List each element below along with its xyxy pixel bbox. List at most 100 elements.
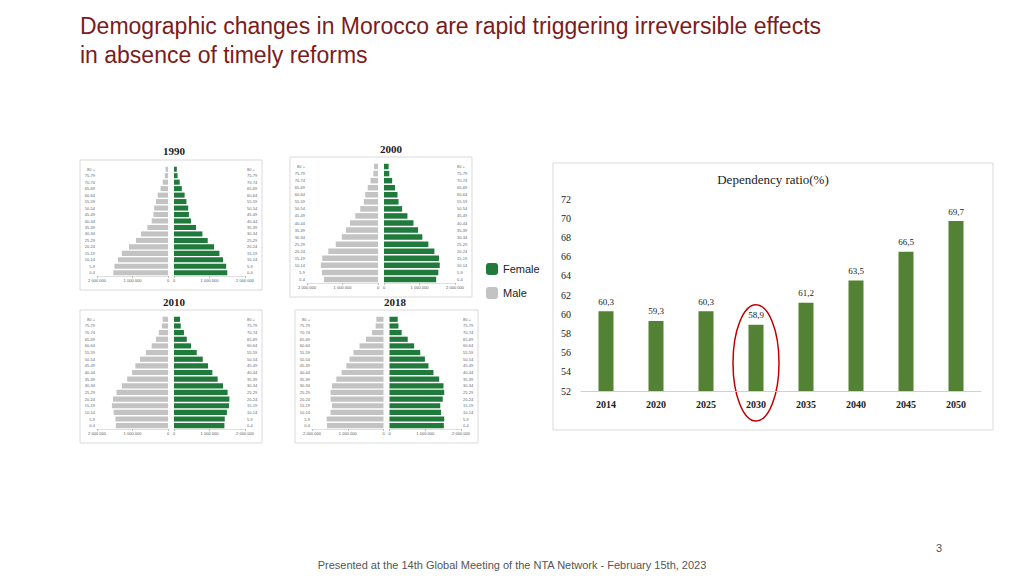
svg-text:25-29: 25-29 [463, 390, 474, 395]
svg-text:2050: 2050 [946, 399, 966, 410]
svg-text:50-54: 50-54 [247, 206, 258, 211]
svg-text:5-9: 5-9 [89, 417, 96, 422]
svg-text:60-64: 60-64 [300, 343, 311, 348]
svg-text:75-79: 75-79 [85, 323, 96, 328]
svg-text:1 000 000: 1 000 000 [201, 431, 220, 436]
svg-text:15-19: 15-19 [85, 403, 96, 408]
svg-text:55-59: 55-59 [85, 199, 96, 204]
svg-text:60-64: 60-64 [247, 343, 258, 348]
svg-text:0-4: 0-4 [457, 277, 464, 282]
svg-text:75-79: 75-79 [85, 173, 96, 178]
svg-text:35-39: 35-39 [247, 377, 258, 382]
svg-text:66: 66 [561, 251, 571, 262]
svg-text:61,2: 61,2 [798, 288, 814, 298]
svg-text:66,5: 66,5 [898, 237, 914, 247]
svg-text:2045: 2045 [896, 399, 916, 410]
svg-text:55-59: 55-59 [85, 350, 96, 355]
svg-text:50-54: 50-54 [463, 357, 474, 362]
svg-text:65-69: 65-69 [300, 337, 311, 342]
svg-text:2040: 2040 [846, 399, 866, 410]
svg-text:0-4: 0-4 [463, 423, 470, 428]
svg-text:64: 64 [561, 270, 571, 281]
svg-text:10-14: 10-14 [85, 410, 96, 415]
svg-text:5-9: 5-9 [463, 417, 470, 422]
svg-text:45-49: 45-49 [85, 212, 96, 217]
svg-text:0-4: 0-4 [247, 423, 254, 428]
svg-text:1990: 1990 [163, 145, 186, 157]
svg-text:60-64: 60-64 [457, 192, 468, 197]
svg-text:10-14: 10-14 [300, 410, 311, 415]
svg-text:40-44: 40-44 [457, 221, 468, 226]
svg-text:75-79: 75-79 [247, 323, 258, 328]
svg-text:58,9: 58,9 [748, 310, 764, 320]
svg-text:35-39: 35-39 [300, 377, 311, 382]
svg-text:35-39: 35-39 [247, 225, 258, 230]
svg-text:45-49: 45-49 [247, 212, 258, 217]
svg-text:15-19: 15-19 [247, 403, 258, 408]
svg-text:75-79: 75-79 [463, 323, 474, 328]
svg-text:35-39: 35-39 [85, 377, 96, 382]
svg-text:20-24: 20-24 [85, 397, 96, 402]
svg-text:Dependency ratio(%): Dependency ratio(%) [717, 172, 829, 187]
svg-text:45-49: 45-49 [463, 363, 474, 368]
svg-text:72: 72 [561, 194, 571, 205]
svg-text:10-14: 10-14 [247, 410, 258, 415]
svg-text:70-74: 70-74 [463, 330, 474, 335]
svg-text:55-59: 55-59 [295, 199, 306, 204]
svg-text:65-69: 65-69 [247, 186, 258, 191]
svg-text:60-64: 60-64 [85, 193, 96, 198]
svg-text:30-34: 30-34 [247, 383, 258, 388]
svg-text:5-9: 5-9 [299, 270, 306, 275]
svg-text:25-29: 25-29 [295, 242, 306, 247]
svg-text:Male: Male [503, 287, 527, 299]
svg-text:70-74: 70-74 [85, 330, 96, 335]
svg-text:75-79: 75-79 [247, 173, 258, 178]
svg-text:35-39: 35-39 [463, 377, 474, 382]
svg-text:2018: 2018 [384, 296, 407, 308]
svg-text:0: 0 [383, 285, 386, 290]
svg-text:63,5: 63,5 [848, 266, 864, 276]
svg-text:2 000 000: 2 000 000 [88, 278, 107, 283]
svg-text:2035: 2035 [796, 399, 816, 410]
svg-text:35-39: 35-39 [457, 228, 468, 233]
svg-text:50-54: 50-54 [85, 206, 96, 211]
svg-text:40-44: 40-44 [247, 219, 258, 224]
svg-text:2 000 000: 2 000 000 [236, 278, 255, 283]
svg-text:2000: 2000 [380, 143, 403, 155]
svg-text:50-54: 50-54 [300, 357, 311, 362]
svg-text:80 +: 80 + [297, 164, 306, 169]
svg-text:75-79: 75-79 [300, 323, 311, 328]
svg-text:Female: Female [503, 263, 540, 275]
svg-text:20-24: 20-24 [463, 397, 474, 402]
svg-text:65-69: 65-69 [463, 337, 474, 342]
svg-text:70-74: 70-74 [300, 330, 311, 335]
svg-text:60-64: 60-64 [85, 343, 96, 348]
svg-text:5-9: 5-9 [89, 264, 96, 269]
svg-text:30-34: 30-34 [85, 383, 96, 388]
svg-text:60,3: 60,3 [698, 297, 714, 307]
svg-text:5-9: 5-9 [457, 270, 464, 275]
svg-text:1 000 000: 1 000 000 [411, 285, 430, 290]
svg-text:40-44: 40-44 [85, 219, 96, 224]
svg-text:20-24: 20-24 [295, 249, 306, 254]
svg-text:70-74: 70-74 [295, 178, 306, 183]
svg-text:65-69: 65-69 [247, 337, 258, 342]
svg-text:80 +: 80 + [247, 317, 256, 322]
svg-text:55-59: 55-59 [300, 350, 311, 355]
svg-text:20-24: 20-24 [457, 249, 468, 254]
svg-text:50-54: 50-54 [457, 206, 468, 211]
svg-text:5-9: 5-9 [247, 417, 254, 422]
svg-text:70-74: 70-74 [247, 330, 258, 335]
svg-text:0-4: 0-4 [304, 423, 311, 428]
svg-text:2 000 000: 2 000 000 [452, 431, 471, 436]
svg-text:30-34: 30-34 [457, 235, 468, 240]
svg-text:0: 0 [388, 431, 391, 436]
svg-text:75-79: 75-79 [457, 171, 468, 176]
svg-text:80 +: 80 + [247, 167, 256, 172]
svg-text:62: 62 [561, 290, 571, 301]
svg-text:80 +: 80 + [457, 164, 466, 169]
svg-text:70-74: 70-74 [457, 178, 468, 183]
svg-text:0: 0 [173, 431, 176, 436]
svg-text:50-54: 50-54 [247, 357, 258, 362]
svg-text:2 000 000: 2 000 000 [88, 431, 107, 436]
